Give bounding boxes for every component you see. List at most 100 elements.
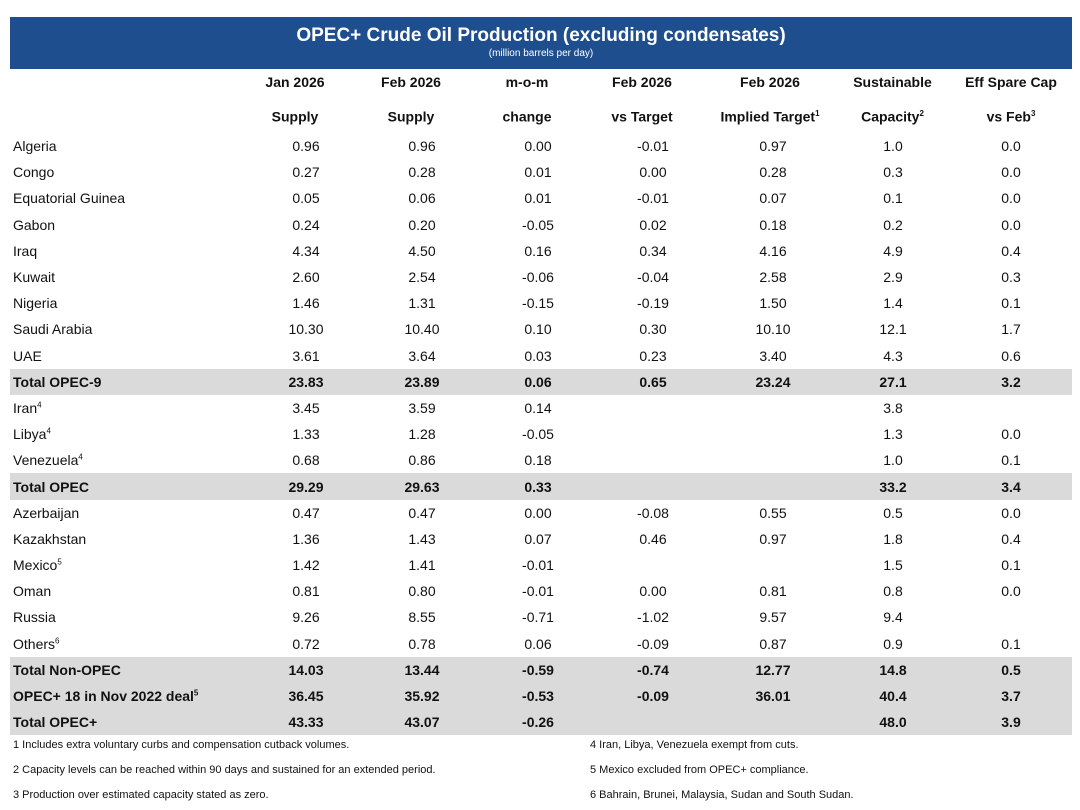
footnote-marker: 5 (57, 557, 62, 567)
table-cell: 23.89 (364, 368, 480, 395)
table-cell: 0.55 (759, 504, 787, 521)
table-row: Iran4 3.45 3.59 0.14 3.8 (10, 395, 1072, 421)
table-cell: 1.43 (408, 530, 436, 547)
table-cell: 10.10 (755, 321, 791, 338)
table-cell: 3.9 (950, 709, 1072, 736)
table-cell: 36.45 (248, 682, 364, 710)
total-row: OPEC+ 18 in Nov 2022 deal5 36.45 35.92 -0.5… (10, 682, 1072, 710)
table-cell (596, 421, 710, 447)
table-subtitle: (million barrels per day) (488, 48, 594, 59)
table-cell: -0.04 (637, 269, 669, 286)
column-header-mom-change: m-o-m change (502, 74, 552, 125)
table-cell: 3.7 (950, 682, 1072, 710)
total-row: Total OPEC 29.29 29.63 0.33 33.2 3.4 (10, 473, 1072, 500)
table-cell: 43.33 (248, 709, 364, 736)
table-cell: 9.26 (292, 609, 320, 626)
table-cell (596, 552, 710, 578)
table-cell: 10.40 (404, 321, 440, 338)
table-cell: 0.96 (408, 138, 436, 155)
table-cell: 48.0 (836, 709, 950, 736)
table-cell: 10.30 (288, 321, 324, 338)
table-cell: 0.96 (292, 138, 320, 155)
table-cell: 27.1 (836, 368, 950, 395)
table-row: Kazakhstan 1.36 1.43 0.07 0.46 0.97 1.8 0.4 (10, 526, 1072, 552)
table-cell (710, 552, 836, 578)
footnote-marker: 6 (55, 636, 60, 645)
table-row: Azerbaijan 0.47 0.47 0.00 -0.08 0.55 0.5 0.0 (10, 500, 1072, 526)
row-label: Venezuela4 (13, 452, 83, 469)
table-cell: -0.15 (522, 295, 554, 312)
total-row: Total Non-OPEC 14.03 13.44 -0.59 -0.74 12.77 1… (10, 656, 1072, 683)
table-cell: 0.80 (408, 583, 436, 600)
table-cell: 0.0 (1001, 216, 1021, 233)
table-cell: 0.86 (408, 452, 436, 469)
table-cell: 2.9 (883, 269, 903, 286)
table-cell: -0.01 (522, 557, 554, 574)
table-cell: 0.20 (408, 216, 436, 233)
table-cell: 0.87 (759, 635, 787, 652)
footnote: 6 Bahrain, Brunei, Malaysia, Sudan and S… (590, 789, 854, 801)
table-cell: 1.7 (1001, 321, 1021, 338)
table-cell: 0.0 (1001, 138, 1021, 155)
row-label: Others6 (13, 635, 60, 652)
table-cell: 0.10 (524, 321, 552, 338)
footnote: 4 Iran, Libya, Venezuela exempt from cut… (590, 739, 799, 751)
table-cell: 0.24 (292, 216, 320, 233)
table-cell: 0.23 (639, 347, 667, 364)
table-cell: 9.4 (883, 609, 903, 626)
column-header-feb-supply: Feb 2026 Supply (381, 74, 441, 125)
table-cell: 2.54 (408, 269, 436, 286)
table-cell: 0.18 (524, 452, 552, 469)
table-cell: 29.29 (248, 473, 364, 500)
table-cell: 0.00 (524, 504, 552, 521)
table-row: Oman 0.81 0.80 -0.01 0.00 0.81 0.8 0.0 (10, 578, 1072, 604)
table-cell: 9.57 (759, 609, 787, 626)
table-row: Others6 0.72 0.78 0.06 -0.09 0.87 0.9 0.1 (10, 631, 1072, 657)
table-title-bar: OPEC+ Crude Oil Production (excluding co… (10, 17, 1072, 69)
table-cell: 0.07 (524, 530, 552, 547)
table-cell (710, 421, 836, 447)
column-header-jan-supply: Jan 2026 Supply (265, 74, 325, 125)
table-cell: 0.00 (639, 164, 667, 181)
table-cell: 0.1 (1001, 557, 1021, 574)
table-cell: 3.59 (408, 399, 436, 416)
table-cell: 0.00 (639, 583, 667, 600)
footnote-marker: 4 (78, 452, 83, 462)
table-row: Algeria 0.96 0.96 0.00 -0.01 0.97 1.0 0.0 (10, 133, 1072, 159)
table-cell (596, 447, 710, 473)
row-label: UAE (13, 347, 42, 364)
table-cell: 0.05 (292, 190, 320, 207)
table-cell (596, 395, 710, 421)
table-cell: 0.8 (883, 583, 903, 600)
table-cell: 1.41 (408, 557, 436, 574)
table-cell: -0.01 (637, 138, 669, 155)
table-cell: 3.40 (759, 347, 787, 364)
footnote-marker: 4 (37, 400, 42, 410)
footnote: 2 Capacity levels can be reached within … (13, 764, 436, 776)
table-cell: 3.64 (408, 347, 436, 364)
row-label: Saudi Arabia (13, 321, 93, 338)
table-cell: 3.4 (950, 473, 1072, 500)
table-row: Kuwait 2.60 2.54 -0.06 -0.04 2.58 2.9 0.3 (10, 264, 1072, 290)
table-cell: 23.24 (710, 368, 836, 395)
table-cell: 13.44 (364, 656, 480, 683)
footnotes-left: 1 Includes extra voluntary curbs and com… (13, 733, 436, 808)
table-cell: 0.06 (480, 368, 596, 395)
row-label: Total OPEC+ (10, 709, 248, 736)
table-cell: -0.06 (522, 269, 554, 286)
table-cell: -0.08 (637, 504, 669, 521)
table-cell: 2.60 (292, 269, 320, 286)
table-cell: 0.28 (408, 164, 436, 181)
table-cell: 14.8 (836, 656, 950, 683)
table-cell (950, 395, 1072, 421)
table-cell: 1.0 (883, 452, 903, 469)
table-cell: -0.26 (480, 709, 596, 736)
table-row: Saudi Arabia 10.30 10.40 0.10 0.30 10.10 12.1 1… (10, 316, 1072, 342)
table-cell: 43.07 (364, 709, 480, 736)
table-cell: -0.01 (522, 583, 554, 600)
table-row: Venezuela4 0.68 0.86 0.18 1.0 0.1 (10, 447, 1072, 473)
table-cell: 0.47 (292, 504, 320, 521)
table-cell: 3.61 (292, 347, 320, 364)
table-cell: 0.28 (759, 164, 787, 181)
table-cell: 40.4 (836, 682, 950, 710)
